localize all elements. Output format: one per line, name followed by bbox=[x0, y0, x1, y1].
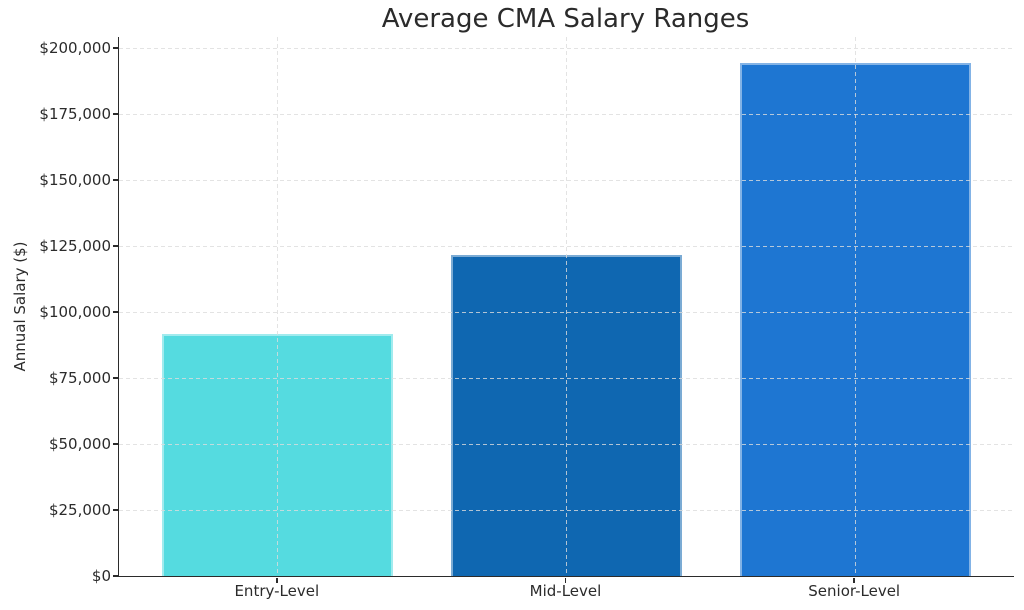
x-axis-tick-marks bbox=[118, 577, 1013, 583]
y-tick-label: $75,000 bbox=[48, 369, 111, 388]
y-axis-tick-labels: $0 $25,000 $50,000 $75,000 $100,000 $125,000 $… bbox=[0, 37, 111, 585]
y-tick-mark bbox=[113, 377, 118, 379]
y-tick-label: $25,000 bbox=[48, 501, 111, 519]
y-tick-label: $200,000 bbox=[39, 39, 111, 58]
y-tick-mark bbox=[113, 113, 118, 115]
x-tick-mark bbox=[276, 577, 278, 583]
x-tick-label: Mid-Level bbox=[529, 582, 602, 600]
bar-mid-level bbox=[451, 255, 682, 576]
y-tick-label: $150,000 bbox=[39, 171, 111, 190]
y-tick-mark bbox=[113, 575, 118, 577]
y-tick-label: $175,000 bbox=[39, 105, 111, 124]
chart-title: Average CMA Salary Ranges bbox=[381, 4, 750, 34]
y-tick-label: $0 bbox=[91, 567, 111, 585]
bar-entry-level bbox=[162, 334, 394, 576]
y-tick-mark bbox=[113, 47, 118, 49]
x-axis-tick-labels: Entry-Level Mid-Level Senior-Level bbox=[118, 581, 1013, 603]
y-axis-tick-marks bbox=[113, 37, 118, 577]
y-tick-mark bbox=[113, 311, 118, 313]
y-tick-mark bbox=[113, 179, 118, 181]
bar-senior-level bbox=[739, 62, 971, 576]
y-tick-mark bbox=[113, 509, 118, 511]
y-tick-mark bbox=[113, 443, 118, 445]
x-tick-mark bbox=[564, 577, 567, 583]
x-tick-label: Senior-Level bbox=[808, 582, 901, 600]
y-tick-label: $125,000 bbox=[39, 237, 111, 256]
plot-area bbox=[118, 37, 1014, 577]
y-tick-label: $100,000 bbox=[39, 303, 111, 322]
y-tick-mark bbox=[113, 245, 118, 247]
x-tick-mark bbox=[853, 577, 855, 583]
x-tick-label: Entry-Level bbox=[234, 582, 320, 600]
y-tick-label: $50,000 bbox=[48, 435, 111, 454]
bars-layer bbox=[119, 37, 1014, 576]
